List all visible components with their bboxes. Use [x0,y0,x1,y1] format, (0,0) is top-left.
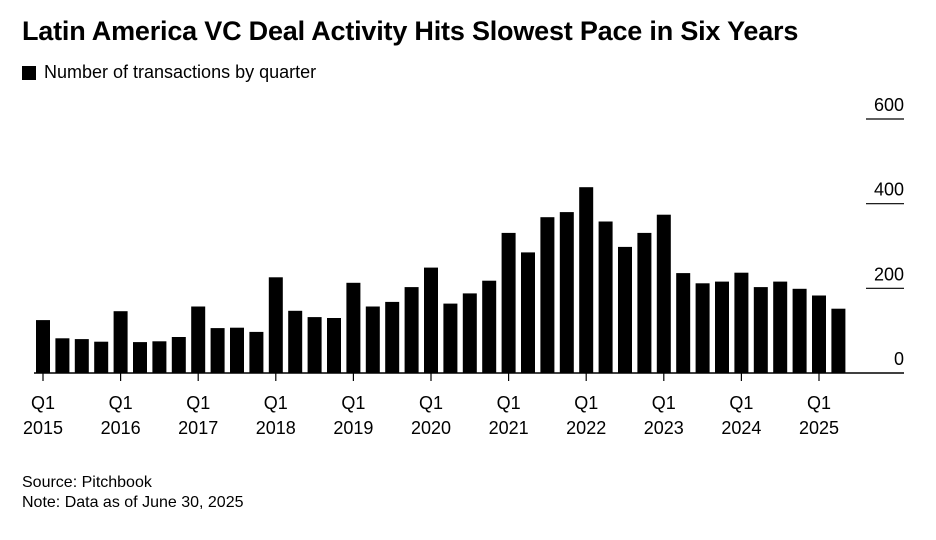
x-tick-quarter-2022: Q1 [574,393,598,413]
bar-q2-2025 [831,308,846,373]
bar-q4-2023 [715,281,729,373]
bar-q1-2022 [579,187,594,373]
bar-q4-2017 [249,331,264,373]
bar-q3-2020 [462,293,477,373]
x-tick-year-2018: 2018 [256,418,296,438]
bar-q2-2017 [210,328,225,373]
bar-q1-2016 [113,311,128,373]
bar-q2-2018 [288,310,303,373]
bar-q1-2015 [36,320,50,373]
x-tick-quarter-2021: Q1 [497,393,521,413]
bar-q2-2021 [521,252,535,373]
x-tick-quarter-2015: Q1 [31,393,55,413]
bar-q2-2016 [133,342,147,373]
y-tick-label-400: 400 [874,180,904,200]
bar-q1-2019 [346,282,361,373]
bar-q2-2022 [598,221,613,373]
chart-title: Latin America VC Deal Activity Hits Slow… [22,16,799,46]
bar-q2-2020 [443,303,458,373]
legend: Number of transactions by quarter [22,62,316,83]
y-tick-label-600: 600 [874,95,904,115]
x-tick-quarter-2023: Q1 [652,393,676,413]
x-tick-year-2020: 2020 [411,418,451,438]
bar-q1-2025 [812,295,826,373]
bar-q1-2020 [424,267,438,373]
bar-q2-2015 [55,338,70,373]
x-tick-year-2019: 2019 [333,418,373,438]
bars-group [36,187,846,373]
x-tick-quarter-2017: Q1 [186,393,210,413]
bar-q4-2015 [94,341,109,373]
bar-q2-2023 [676,273,691,373]
bar-q3-2015 [74,339,89,373]
bar-q1-2018 [268,277,283,373]
bar-q3-2018 [307,317,322,373]
bar-q2-2024 [753,287,768,373]
bar-q4-2022 [637,232,652,373]
legend-swatch [22,65,36,80]
bar-q3-2023 [695,283,710,373]
y-tick-label-0: 0 [894,349,904,369]
x-tick-year-2015: 2015 [23,418,63,438]
bar-q4-2021 [559,212,574,373]
x-tick-year-2025: 2025 [799,418,839,438]
legend-label: Number of transactions by quarter [44,62,317,82]
y-tick-label-200: 200 [874,264,904,284]
bar-q4-2020 [482,280,497,373]
data-note: Note: Data as of June 30, 2025 [22,494,244,511]
bar-q1-2024 [734,272,749,373]
x-tick-year-2021: 2021 [489,418,529,438]
bar-q4-2016 [171,337,186,373]
bar-q1-2017 [191,306,206,373]
bar-q3-2016 [152,341,167,373]
x-tick-quarter-2016: Q1 [109,393,133,413]
bar-q4-2018 [327,318,341,373]
bar-q4-2024 [792,288,807,373]
source-note: Source: Pitchbook [22,474,152,491]
x-tick-quarter-2019: Q1 [341,393,365,413]
x-tick-quarter-2020: Q1 [419,393,443,413]
bar-q3-2021 [540,217,555,373]
x-tick-quarter-2018: Q1 [264,393,288,413]
bar-q4-2019 [404,287,419,373]
bar-q3-2022 [618,246,632,373]
bar-q3-2019 [385,301,400,373]
x-tick-year-2023: 2023 [644,418,684,438]
x-tick-quarter-2024: Q1 [729,393,753,413]
x-tick-year-2016: 2016 [101,418,141,438]
x-tick-year-2017: 2017 [178,418,218,438]
x-tick-year-2022: 2022 [566,418,606,438]
bar-q3-2024 [773,281,788,373]
bar-q2-2019 [365,306,380,373]
x-axis: Q1 2015 Q1 2016 Q1 2017 Q1 2018 Q1 2019 Q1 2020 Q1 20… [23,372,904,438]
x-tick-quarter-2025: Q1 [807,393,831,413]
bar-q1-2023 [656,214,671,373]
x-tick-year-2024: 2024 [721,418,761,438]
y-axis: 0 200 400 600 [866,95,904,369]
bar-q3-2017 [230,327,244,373]
bar-q1-2021 [501,232,516,373]
